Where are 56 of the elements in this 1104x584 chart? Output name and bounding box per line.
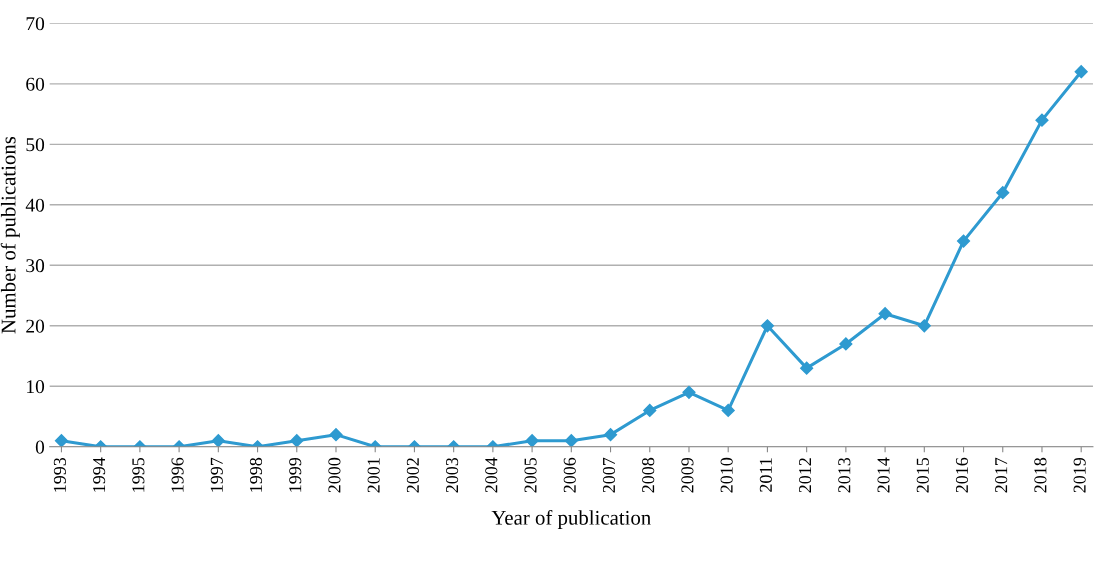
- point: [721, 403, 735, 418]
- x-tick-label: 2017: [995, 457, 1008, 493]
- y-tick-label: 0: [35, 440, 45, 454]
- x-tick-label: 2007: [602, 457, 616, 493]
- point: [996, 186, 1010, 200]
- x-tick-label: 2005: [524, 457, 537, 493]
- x-tick-label: 1996: [171, 457, 184, 492]
- x-tick-label: 2018: [1034, 457, 1047, 493]
- y-tick-label: 60: [26, 77, 45, 91]
- y-tick-label: 20: [26, 319, 45, 333]
- point: [956, 234, 971, 248]
- point: [800, 361, 814, 375]
- x-axis-title: Year of publication: [491, 509, 651, 530]
- x-tick-label: 2013: [838, 457, 851, 493]
- y-tick-label: 50: [26, 138, 45, 152]
- x-tick-label: 2006: [563, 457, 576, 493]
- x-tick-label: 2008: [642, 457, 655, 493]
- point: [1074, 65, 1088, 79]
- x-tick-label: 2010: [720, 457, 733, 493]
- x-tick-label: 2001: [367, 458, 380, 493]
- point: [211, 434, 225, 447]
- y-tick-label: 30: [26, 259, 45, 273]
- x-tick-label: 1994: [93, 457, 106, 492]
- point: [603, 428, 618, 442]
- point: [878, 307, 892, 321]
- x-tick-label: 2016: [955, 457, 969, 493]
- point: [564, 434, 578, 447]
- x-tick-label: 2004: [485, 457, 498, 493]
- x-tick-label: 1999: [289, 457, 302, 492]
- x-tick-label: 1997: [210, 457, 223, 492]
- x-tick-label: 2000: [328, 457, 341, 493]
- x-tick-label: 1998: [249, 457, 263, 492]
- y-tick-label: 70: [26, 17, 45, 31]
- y-tick-label: 40: [25, 198, 45, 212]
- point: [54, 434, 69, 447]
- x-tick-label: 1995: [132, 457, 145, 492]
- x-tick-label: 2019: [1073, 457, 1086, 493]
- point: [917, 319, 931, 333]
- point: [760, 319, 775, 333]
- x-tick-label: 2012: [798, 458, 812, 493]
- point: [329, 428, 343, 442]
- x-tick-label: 2003: [445, 457, 459, 493]
- x-tick-label: 2002: [406, 458, 419, 493]
- point: [643, 403, 657, 418]
- point: [290, 434, 304, 447]
- x-tick-label: 2011: [759, 458, 772, 492]
- point: [839, 337, 853, 351]
- y-axis-title: Number of publications: [0, 136, 20, 334]
- x-tick-label: 2015: [916, 457, 929, 493]
- point: [682, 385, 696, 399]
- x-tick-label: 2009: [681, 457, 694, 493]
- point: [1035, 113, 1049, 127]
- x-tick-label: 1993: [53, 457, 66, 492]
- x-tick-label: 2014: [877, 457, 890, 493]
- point: [525, 434, 539, 447]
- y-tick-label: 10: [27, 380, 45, 394]
